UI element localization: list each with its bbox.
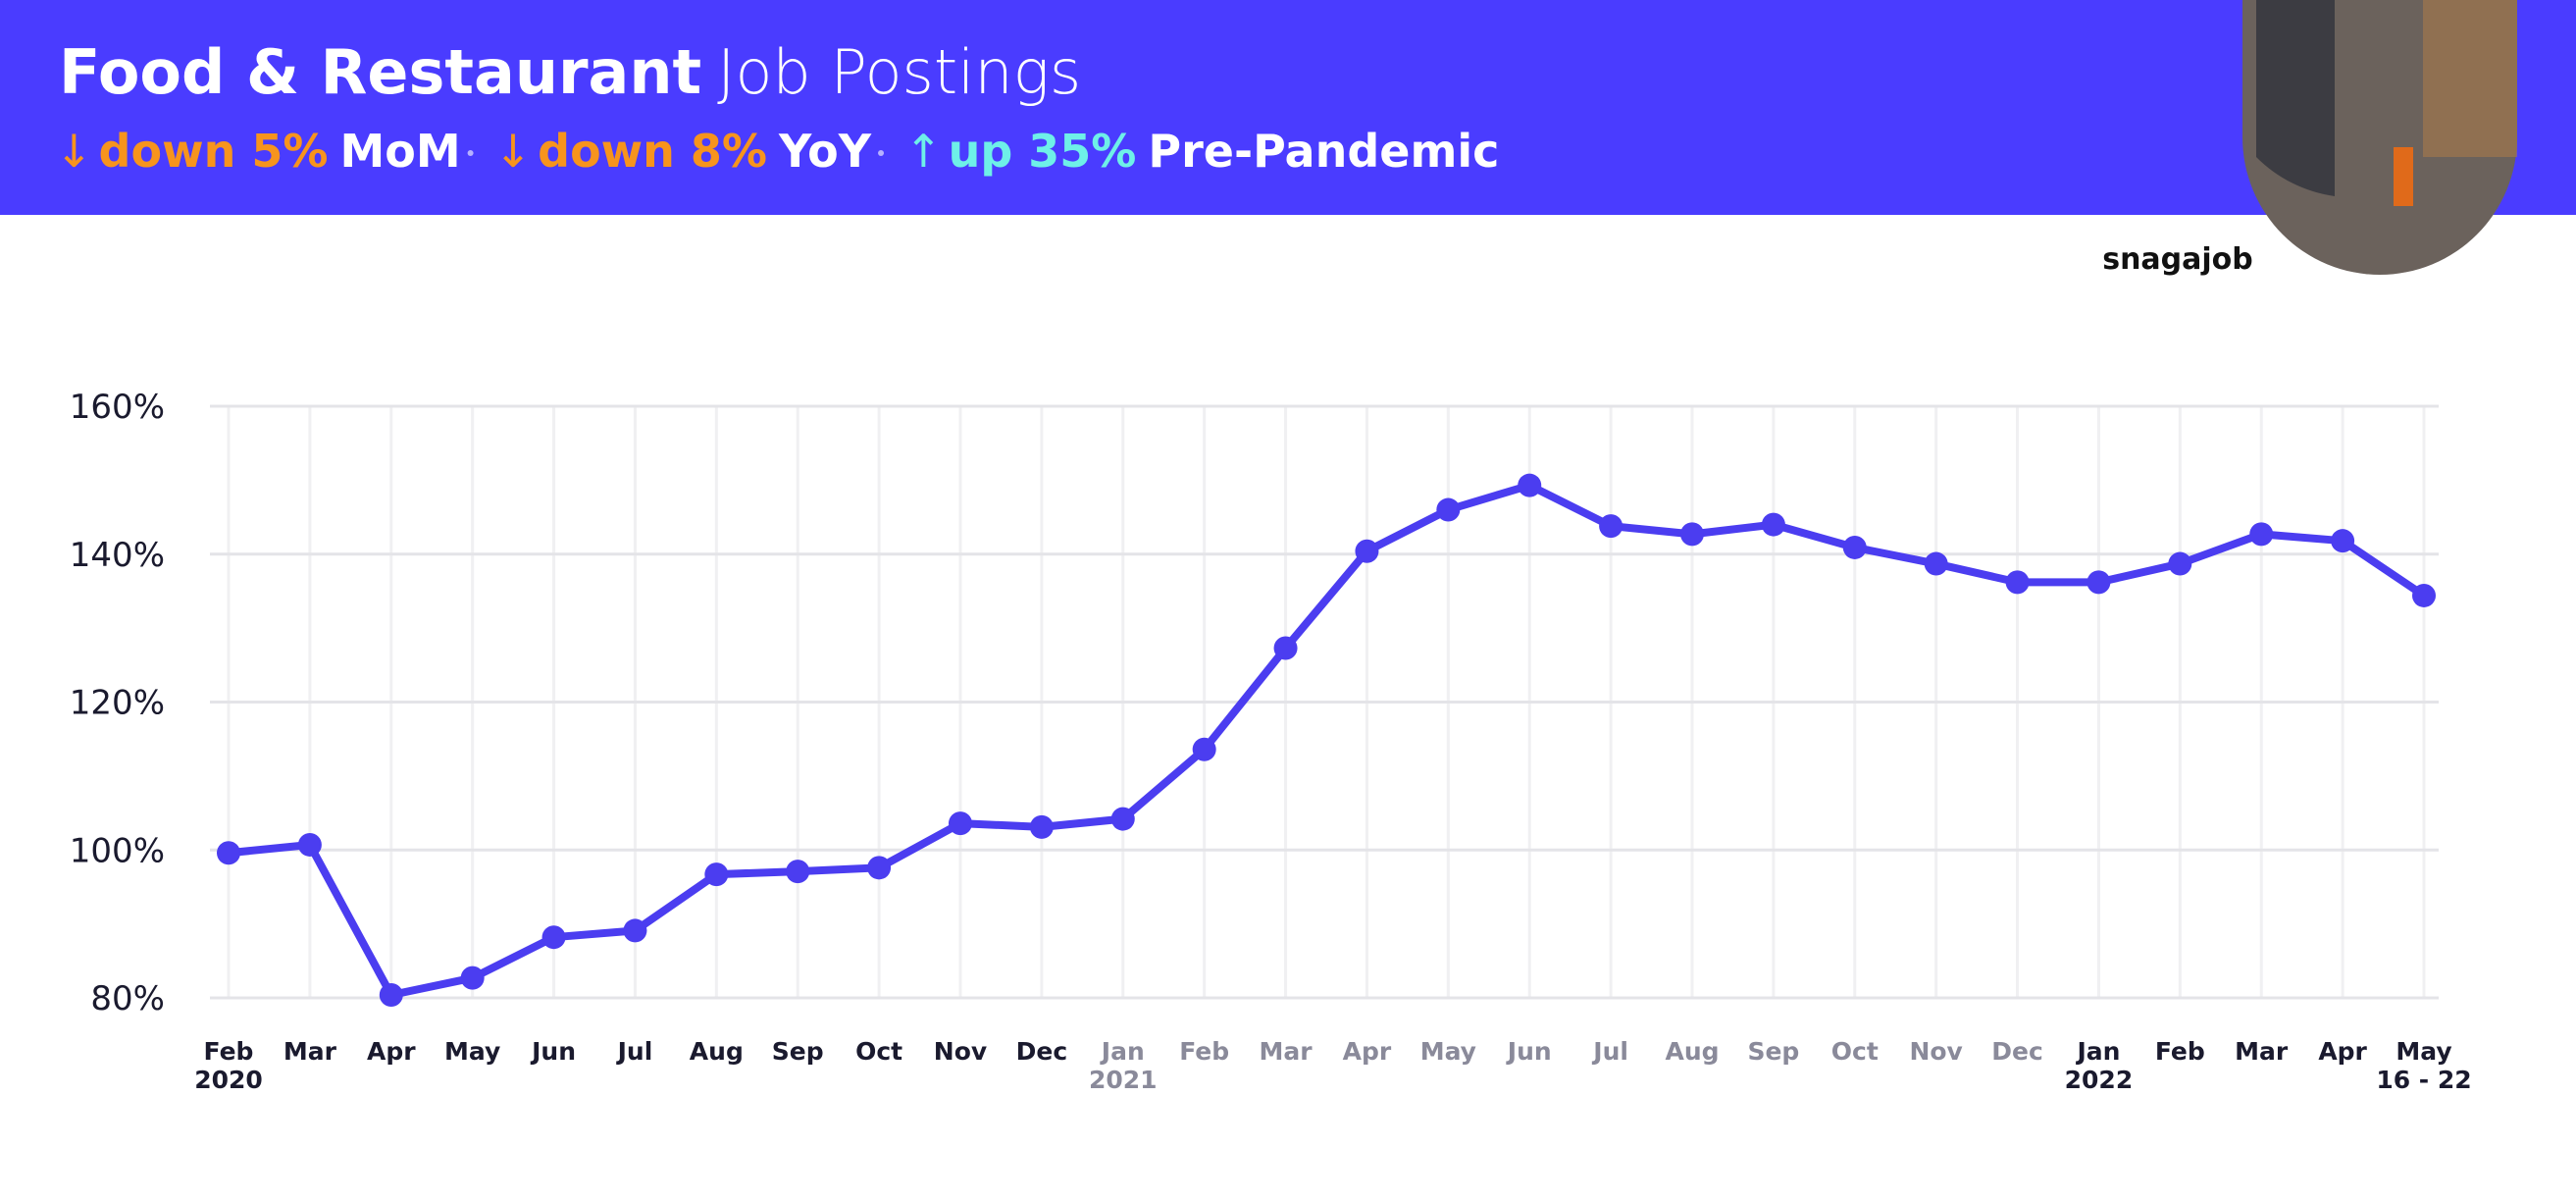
marker bbox=[379, 982, 403, 1007]
x-tick-label: Oct bbox=[1831, 1037, 1879, 1066]
marker bbox=[1842, 535, 1867, 559]
x-tick-label: Mar bbox=[2235, 1037, 2289, 1066]
marker bbox=[867, 856, 892, 880]
separator bbox=[878, 150, 885, 156]
marker bbox=[786, 860, 810, 884]
y-tick-label: 80% bbox=[90, 979, 165, 1018]
title-light: Job Postings bbox=[717, 36, 1081, 108]
stat: ↑ up 35% Pre-Pandemic bbox=[904, 125, 1499, 178]
x-tick-label: Aug bbox=[1665, 1037, 1719, 1066]
x-tick-label: May bbox=[2396, 1037, 2451, 1066]
marker bbox=[623, 918, 647, 943]
x-tick-sublabel: 2021 bbox=[1089, 1066, 1158, 1094]
stat: ↓ down 8% YoY bbox=[494, 125, 872, 178]
x-tick-label: Apr bbox=[367, 1037, 416, 1066]
marker bbox=[1355, 539, 1379, 563]
marker bbox=[949, 811, 972, 836]
photo-tamper bbox=[2394, 147, 2413, 206]
x-tick-label: Dec bbox=[1016, 1037, 1068, 1066]
stat-change: up 35% bbox=[949, 125, 1137, 178]
marker bbox=[1518, 473, 1542, 497]
marker bbox=[2249, 522, 2274, 547]
x-tick-label: Mar bbox=[283, 1037, 337, 1066]
marker bbox=[1761, 512, 1785, 537]
x-tick-label: Feb bbox=[204, 1037, 254, 1066]
marker bbox=[1599, 514, 1623, 539]
x-tick-label: Jan bbox=[2075, 1037, 2120, 1066]
x-tick-label: Jul bbox=[616, 1037, 653, 1066]
stat-change: down 5% bbox=[99, 125, 329, 178]
x-tick-label: Nov bbox=[934, 1037, 987, 1066]
x-tick-label: Nov bbox=[1909, 1037, 1962, 1066]
title-bold: Food & Restaurant bbox=[59, 36, 701, 108]
x-tick-label: Jan bbox=[1100, 1037, 1145, 1066]
stat: ↓ down 5% MoM bbox=[55, 125, 461, 178]
photo-apron bbox=[2256, 0, 2335, 196]
marker bbox=[1192, 737, 1216, 761]
x-tick-label: Jul bbox=[1591, 1037, 1628, 1066]
x-tick-label: May bbox=[1420, 1037, 1476, 1066]
x-tick-label: Apr bbox=[1343, 1037, 1392, 1066]
x-tick-label: Aug bbox=[690, 1037, 744, 1066]
x-tick-label: Apr bbox=[2318, 1037, 2367, 1066]
y-tick-label: 120% bbox=[70, 684, 165, 723]
stat-change: down 8% bbox=[538, 125, 767, 178]
x-tick-label: Feb bbox=[1179, 1037, 1229, 1066]
x-tick-sublabel: 2020 bbox=[194, 1066, 263, 1094]
x-tick-label: Dec bbox=[1991, 1037, 2043, 1066]
marker bbox=[2331, 529, 2355, 553]
x-tick-label: Sep bbox=[772, 1037, 824, 1066]
y-tick-label: 160% bbox=[70, 388, 165, 427]
marker bbox=[217, 841, 240, 865]
x-tick-sublabel: 2022 bbox=[2065, 1066, 2134, 1094]
stat-arrow: ↑ bbox=[904, 125, 943, 178]
header-band bbox=[0, 0, 2576, 215]
marker bbox=[297, 832, 322, 857]
x-tick-label: May bbox=[444, 1037, 500, 1066]
marker bbox=[1273, 636, 1298, 660]
stat-arrow: ↓ bbox=[55, 125, 93, 178]
marker bbox=[460, 966, 485, 990]
stat-label: Pre-Pandemic bbox=[1148, 125, 1499, 178]
marker bbox=[541, 925, 566, 950]
marker bbox=[1029, 814, 1054, 839]
x-tick-label: Jun bbox=[530, 1037, 576, 1066]
line bbox=[228, 481, 2427, 999]
marker bbox=[1680, 522, 1704, 547]
marker bbox=[704, 862, 729, 887]
marker bbox=[2412, 583, 2436, 607]
marker bbox=[2005, 570, 2030, 595]
separator bbox=[467, 150, 474, 156]
marker bbox=[1436, 497, 1461, 522]
x-tick-label: Mar bbox=[1260, 1037, 1314, 1066]
x-tick-label: Jun bbox=[1506, 1037, 1552, 1066]
x-tick-sublabel: 16 - 22 bbox=[2376, 1066, 2471, 1094]
marker bbox=[1110, 807, 1135, 831]
stat-label: MoM bbox=[339, 125, 460, 178]
title: Food & Restaurant Job Postings bbox=[59, 36, 1081, 108]
stat-arrow: ↓ bbox=[494, 125, 533, 178]
x-tick-label: Feb bbox=[2155, 1037, 2205, 1066]
stats: ↓ down 5% MoM ↓ down 8% YoY ↑ up 35% Pre-Pandemi… bbox=[55, 125, 1499, 178]
marker bbox=[2087, 570, 2111, 595]
photo-background bbox=[2423, 0, 2517, 157]
marker bbox=[1924, 551, 1948, 576]
x-tick-label: Oct bbox=[855, 1037, 902, 1066]
logo: snagajob bbox=[2102, 242, 2253, 277]
stat-label: YoY bbox=[778, 125, 872, 178]
y-tick-label: 100% bbox=[70, 831, 165, 870]
y-tick-label: 140% bbox=[70, 536, 165, 575]
x-tick-label: Sep bbox=[1747, 1037, 1799, 1066]
marker bbox=[2168, 551, 2192, 576]
